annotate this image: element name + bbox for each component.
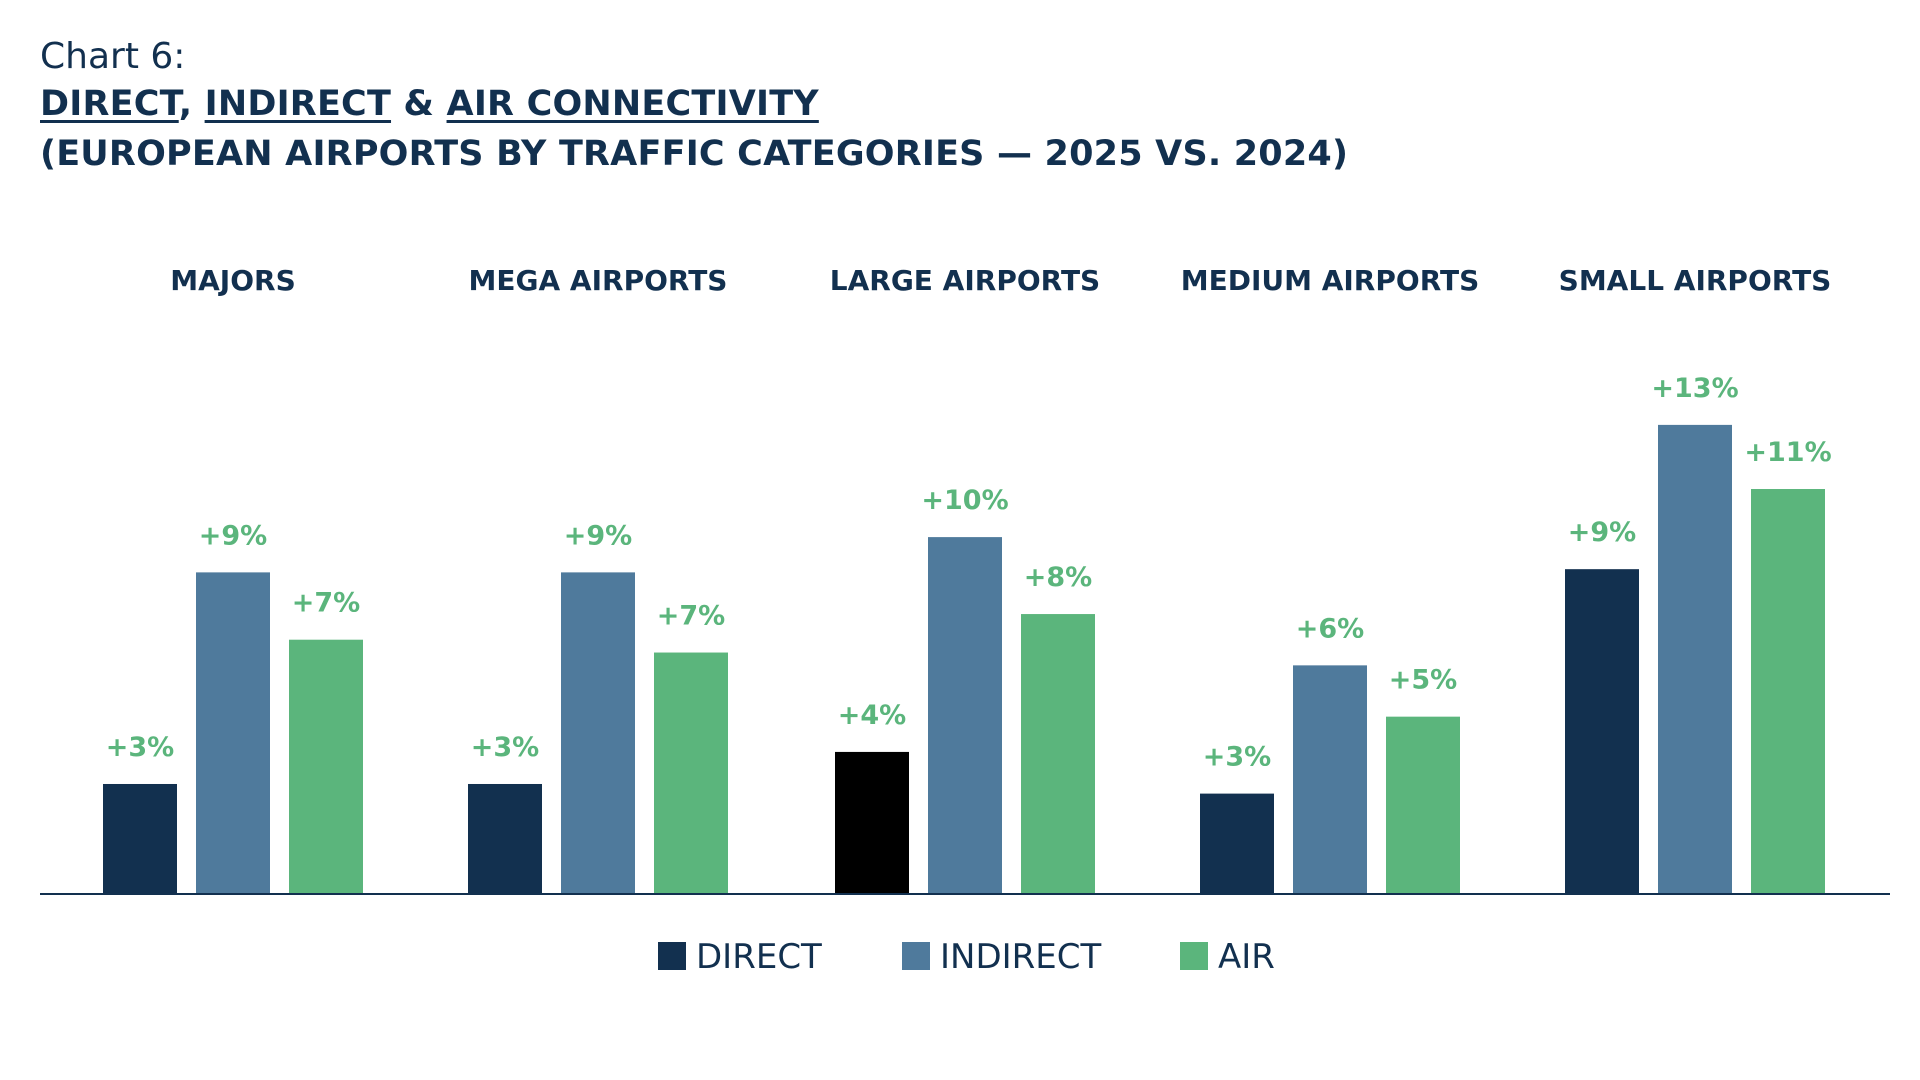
data-label-majors-indirect: +9% bbox=[199, 520, 267, 551]
data-label-mega-airports-indirect: +9% bbox=[564, 520, 632, 551]
bar-small-airports-air bbox=[1751, 489, 1825, 893]
title-indirect-link[interactable]: INDIRECT bbox=[204, 84, 392, 124]
category-label-medium-airports: MEDIUM AIRPORTS bbox=[1181, 264, 1480, 297]
title-direct-link[interactable]: DIRECT bbox=[40, 84, 179, 124]
data-label-large-airports-air: +8% bbox=[1024, 562, 1092, 593]
category-label-majors: MAJORS bbox=[170, 264, 295, 297]
category-label-small-airports: SMALL AIRPORTS bbox=[1559, 264, 1832, 297]
title-air-connectivity-link[interactable]: AIR CONNECTIVITY bbox=[446, 84, 819, 124]
data-label-large-airports-direct: +4% bbox=[838, 700, 906, 731]
category-label-large-airports: LARGE AIRPORTS bbox=[830, 264, 1100, 297]
category-label-mega-airports: MEGA AIRPORTS bbox=[469, 264, 728, 297]
title-separator: , bbox=[178, 84, 205, 124]
chart-title: DIRECT, INDIRECT & AIR CONNECTIVITY bbox=[40, 84, 819, 124]
bar-majors-direct bbox=[103, 783, 177, 893]
data-label-medium-airports-air: +5% bbox=[1389, 665, 1457, 696]
data-label-large-airports-indirect: +10% bbox=[921, 485, 1008, 516]
data-label-small-airports-air: +11% bbox=[1744, 437, 1831, 468]
legend-swatch-indirect bbox=[902, 942, 930, 970]
data-label-medium-airports-indirect: +6% bbox=[1296, 613, 1364, 644]
bar-large-airports-air bbox=[1021, 614, 1095, 893]
bar-medium-airports-direct bbox=[1200, 793, 1274, 893]
bar-large-airports-indirect bbox=[928, 537, 1002, 893]
bar-medium-airports-air bbox=[1386, 716, 1460, 893]
bar-large-airports-direct bbox=[835, 751, 909, 893]
title-separator: & bbox=[391, 84, 447, 124]
bar-majors-indirect bbox=[196, 572, 270, 893]
legend-label-air: AIR bbox=[1218, 937, 1275, 977]
data-label-mega-airports-direct: +3% bbox=[471, 732, 539, 763]
bar-mega-airports-direct bbox=[468, 783, 542, 893]
data-label-small-airports-direct: +9% bbox=[1568, 517, 1636, 548]
bar-mega-airports-indirect bbox=[561, 572, 635, 893]
legend-label-indirect: INDIRECT bbox=[940, 937, 1102, 977]
data-label-small-airports-indirect: +13% bbox=[1651, 373, 1738, 404]
bar-medium-airports-indirect bbox=[1293, 665, 1367, 893]
legend-label-direct: DIRECT bbox=[696, 937, 822, 977]
bar-small-airports-direct bbox=[1565, 569, 1639, 893]
data-label-majors-air: +7% bbox=[292, 588, 360, 619]
data-label-medium-airports-direct: +3% bbox=[1203, 742, 1271, 773]
bar-majors-air bbox=[289, 639, 363, 893]
legend-swatch-direct bbox=[658, 942, 686, 970]
bar-small-airports-indirect bbox=[1658, 424, 1732, 893]
chart-subtitle: (EUROPEAN AIRPORTS BY TRAFFIC CATEGORIES… bbox=[40, 134, 1349, 174]
chart-number: Chart 6: bbox=[40, 36, 186, 77]
legend-swatch-air bbox=[1180, 942, 1208, 970]
data-label-majors-direct: +3% bbox=[106, 732, 174, 763]
bar-mega-airports-air bbox=[654, 652, 728, 893]
data-label-mega-airports-air: +7% bbox=[657, 601, 725, 632]
